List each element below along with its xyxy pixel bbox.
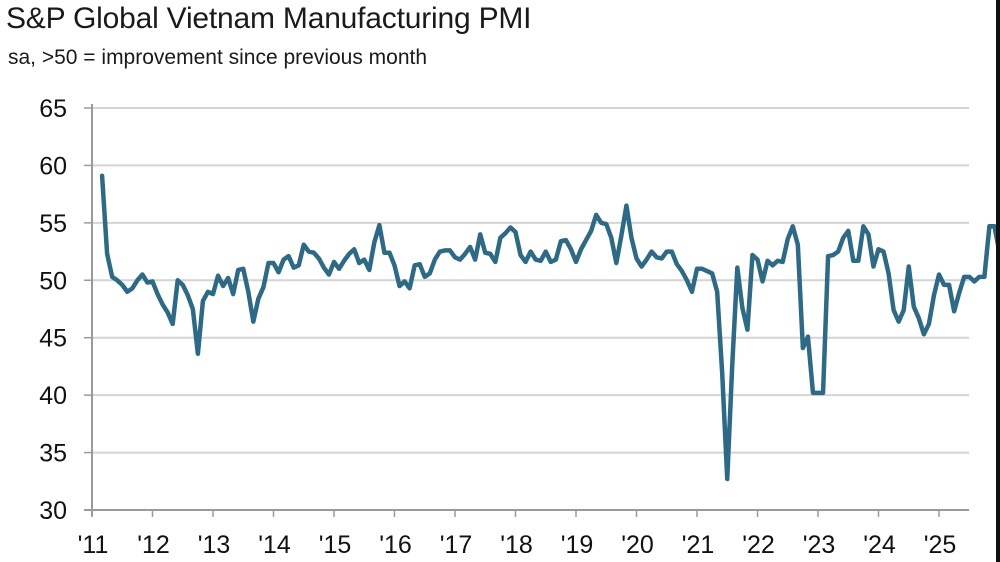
y-tick-label-60: 60 [39,152,67,180]
grid-lines [92,107,969,454]
x-tick-label-12: '12 [137,531,170,559]
x-tick-label-23: '23 [803,531,836,559]
x-tick-label-19: '19 [561,531,594,559]
x-tick-label-24: '24 [863,531,896,559]
x-tick-label-13: '13 [198,531,231,559]
x-tick-label-11: '11 [78,531,109,559]
x-axis-ticks: '11 '12 '13 '14 '15 '16 '17 '18 '19 '20 '21 '22 '23 '… [78,510,957,559]
series-line-0 [99,173,1000,482]
y-tick-label-50: 50 [39,267,67,295]
x-tick-label-22: '22 [742,531,775,559]
y-tick-label-45: 45 [39,325,67,353]
series-layer [99,173,1000,482]
y-axis-ticks: 30 35 40 45 50 55 60 65 [39,95,92,525]
axes [84,104,969,516]
y-tick-label-30: 30 [39,497,67,525]
x-tick-label-25: '25 [924,531,957,559]
x-tick-label-14: '14 [258,531,291,559]
chart-subtitle: sa, >50 = improvement since previous mon… [8,46,428,69]
x-tick-label-16: '16 [379,531,412,559]
y-tick-label-35: 35 [39,440,67,468]
chart-title: S&P Global Vietnam Manufacturing PMI [6,2,532,35]
x-tick-label-15: '15 [319,531,352,559]
frame-border [996,0,1000,562]
x-tick-label-20: '20 [621,531,654,559]
x-tick-label-17: '17 [440,531,473,559]
y-tick-label-40: 40 [39,382,67,410]
x-tick-label-21: '21 [682,531,715,559]
x-tick-label-18: '18 [500,531,533,559]
y-tick-label-55: 55 [39,210,67,238]
y-tick-label-65: 65 [39,95,67,123]
